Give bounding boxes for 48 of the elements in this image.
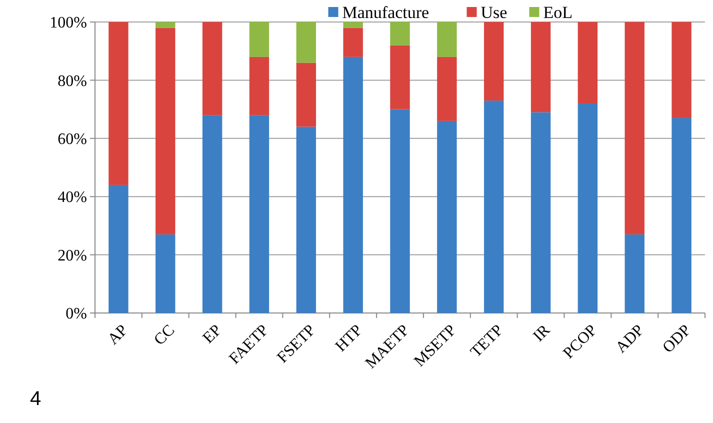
bar [672,22,692,118]
legend-label: Use [480,2,508,22]
bar [437,120,457,313]
x-tick-label: AP [104,322,132,348]
bar [343,28,363,57]
legend-label: Manufacture [342,2,430,22]
bar [390,22,410,46]
bar [156,28,176,234]
y-tick-label: 100% [50,14,87,32]
y-tick-label: 40% [58,189,87,206]
bar [202,115,222,313]
x-tick-label: IR [530,322,554,346]
bar [390,45,410,110]
bar [578,22,598,104]
bar [624,234,644,313]
bar [249,56,270,116]
bar [249,115,270,313]
text: 4 [30,388,42,410]
bar [296,22,316,63]
y-tick-label: 60% [58,131,87,148]
legend-label: EoL [543,2,573,22]
bar [202,22,222,116]
bar [437,22,457,57]
bar [343,56,363,313]
bar [530,22,551,112]
bar [249,22,270,57]
bar [156,22,176,28]
bar [343,22,363,28]
bar [484,100,504,313]
bar [108,184,128,313]
bar [437,56,457,121]
y-tick-label: 20% [58,247,87,264]
y-tick-label: 0% [66,306,87,323]
x-tick-label: EP [200,322,226,347]
bar [156,234,176,313]
bar [484,22,504,101]
x-tick-label: CC [151,322,178,349]
bar [672,118,692,313]
bar [296,126,316,313]
bar [578,103,598,313]
x-tick-label: ODP [660,322,694,356]
bar [296,62,316,127]
bar [108,22,128,185]
y-tick-label: 80% [58,72,87,90]
bar [390,109,410,313]
bar [530,112,551,313]
bar [624,22,644,234]
x-tick-label: HTP [332,322,366,356]
